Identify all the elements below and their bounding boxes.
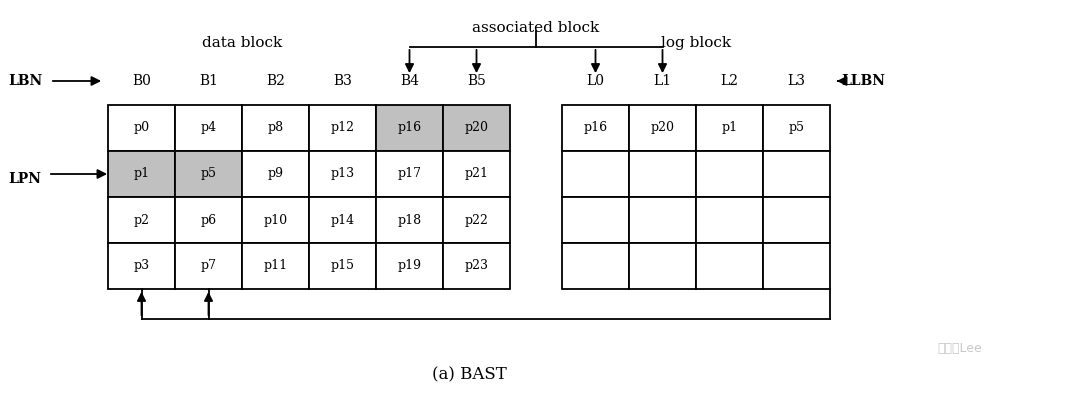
Text: p17: p17 bbox=[397, 168, 421, 181]
Text: p22: p22 bbox=[464, 214, 488, 226]
Text: L1: L1 bbox=[653, 74, 672, 88]
Text: p3: p3 bbox=[134, 260, 149, 272]
Text: p21: p21 bbox=[464, 168, 488, 181]
Bar bbox=[175, 197, 242, 243]
Bar bbox=[762, 151, 831, 197]
Text: p14: p14 bbox=[330, 214, 354, 226]
Text: p0: p0 bbox=[134, 121, 149, 135]
Text: p23: p23 bbox=[464, 260, 488, 272]
Text: LLBN: LLBN bbox=[841, 74, 885, 88]
Text: p8: p8 bbox=[268, 121, 284, 135]
Bar bbox=[108, 197, 175, 243]
Text: p13: p13 bbox=[330, 168, 354, 181]
Text: p1: p1 bbox=[134, 168, 149, 181]
Bar bbox=[443, 151, 510, 197]
Text: L3: L3 bbox=[787, 74, 806, 88]
Text: p5: p5 bbox=[788, 121, 805, 135]
Text: p16: p16 bbox=[583, 121, 608, 135]
Bar bbox=[376, 243, 443, 289]
Text: p5: p5 bbox=[201, 168, 216, 181]
Bar bbox=[696, 105, 762, 151]
Text: LBN: LBN bbox=[8, 74, 42, 88]
Bar bbox=[175, 105, 242, 151]
Text: 嵌入式Lee: 嵌入式Lee bbox=[937, 341, 983, 355]
Text: p11: p11 bbox=[264, 260, 287, 272]
Bar bbox=[562, 197, 629, 243]
Text: associated block: associated block bbox=[472, 21, 599, 35]
Bar bbox=[443, 243, 510, 289]
Text: p6: p6 bbox=[201, 214, 217, 226]
Bar bbox=[629, 197, 696, 243]
Bar bbox=[696, 151, 762, 197]
Bar bbox=[696, 243, 762, 289]
Bar bbox=[175, 243, 242, 289]
Bar bbox=[242, 197, 309, 243]
Text: LPN: LPN bbox=[8, 172, 41, 186]
Bar bbox=[562, 151, 629, 197]
Bar bbox=[762, 105, 831, 151]
Bar bbox=[242, 151, 309, 197]
Text: B4: B4 bbox=[400, 74, 419, 88]
Bar bbox=[629, 151, 696, 197]
Bar bbox=[242, 243, 309, 289]
Text: B0: B0 bbox=[132, 74, 151, 88]
Bar bbox=[309, 151, 376, 197]
Text: p12: p12 bbox=[330, 121, 354, 135]
Text: p10: p10 bbox=[264, 214, 287, 226]
Bar bbox=[376, 197, 443, 243]
Text: p19: p19 bbox=[397, 260, 421, 272]
Bar bbox=[175, 151, 242, 197]
Text: p20: p20 bbox=[464, 121, 488, 135]
Bar bbox=[443, 197, 510, 243]
Bar bbox=[762, 243, 831, 289]
Bar bbox=[376, 105, 443, 151]
Bar bbox=[376, 151, 443, 197]
Text: (a) BAST: (a) BAST bbox=[432, 366, 507, 384]
Text: p4: p4 bbox=[201, 121, 217, 135]
Bar bbox=[108, 243, 175, 289]
Bar bbox=[629, 243, 696, 289]
Text: B5: B5 bbox=[467, 74, 486, 88]
Text: p9: p9 bbox=[268, 168, 283, 181]
Bar bbox=[762, 197, 831, 243]
Bar bbox=[309, 105, 376, 151]
Bar bbox=[309, 243, 376, 289]
Bar bbox=[696, 197, 762, 243]
Text: p16: p16 bbox=[397, 121, 421, 135]
Bar bbox=[108, 105, 175, 151]
Text: p20: p20 bbox=[650, 121, 675, 135]
Text: B1: B1 bbox=[199, 74, 218, 88]
Bar bbox=[309, 197, 376, 243]
Bar bbox=[562, 243, 629, 289]
Text: L2: L2 bbox=[720, 74, 739, 88]
Bar bbox=[443, 105, 510, 151]
Bar bbox=[108, 151, 175, 197]
Text: data block: data block bbox=[202, 36, 282, 50]
Bar bbox=[629, 105, 696, 151]
Text: L0: L0 bbox=[586, 74, 605, 88]
Text: log block: log block bbox=[661, 36, 731, 50]
Text: B2: B2 bbox=[266, 74, 285, 88]
Bar bbox=[562, 105, 629, 151]
Text: p15: p15 bbox=[330, 260, 354, 272]
Text: p2: p2 bbox=[134, 214, 149, 226]
Bar bbox=[242, 105, 309, 151]
Text: p7: p7 bbox=[201, 260, 216, 272]
Text: p18: p18 bbox=[397, 214, 421, 226]
Text: B3: B3 bbox=[333, 74, 352, 88]
Text: p1: p1 bbox=[721, 121, 738, 135]
